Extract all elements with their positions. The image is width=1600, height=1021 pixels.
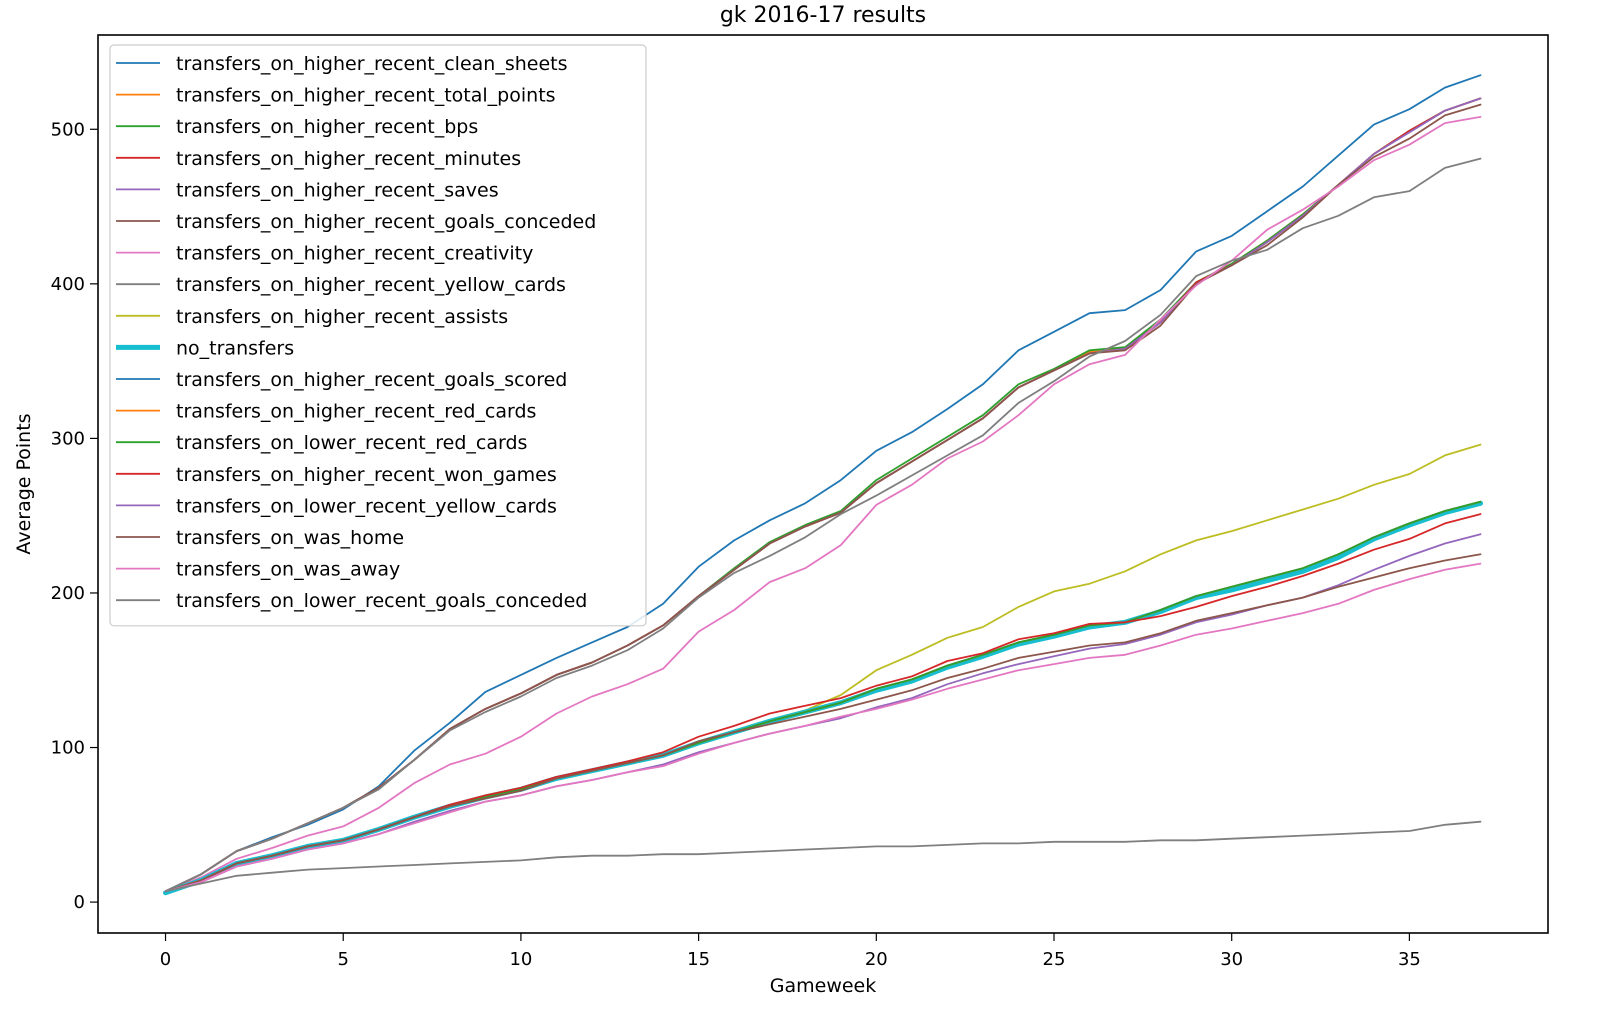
- series-line-transfers-on-higher-recent-clean-sheets: [164, 74, 1482, 893]
- x-axis-label: Gameweek: [770, 975, 877, 997]
- series-lines: [163, 74, 1483, 896]
- series-line-transfers-on-lower-recent-goals-conceded: [164, 820, 1482, 893]
- legend-label-transfers-on-was-away: transfers_on_was_away: [176, 559, 400, 581]
- y-axis: 0 100 200 300 400 500: [51, 119, 98, 913]
- x-tick-label: 35: [1398, 949, 1421, 970]
- y-tick-label: 0: [74, 892, 85, 913]
- y-tick-label: 200: [51, 583, 85, 604]
- legend-label-transfers-on-lower-recent-yellow-cards: transfers_on_lower_recent_yellow_cards: [176, 495, 557, 517]
- plot-frame: [97, 34, 1549, 934]
- legend-label-transfers-on-higher-recent-red-cards: transfers_on_higher_recent_red_cards: [176, 401, 536, 423]
- legend-label-transfers-on-higher-recent-won-games: transfers_on_higher_recent_won_games: [176, 464, 557, 486]
- chart-title: gk 2016-17 results: [720, 3, 926, 28]
- legend-label-transfers-on-higher-recent-yellow-cards: transfers_on_higher_recent_yellow_cards: [176, 274, 566, 296]
- legend-label-transfers-on-higher-recent-goals-conceded: transfers_on_higher_recent_goals_concede…: [176, 211, 596, 233]
- y-axis-label: Average Points: [13, 413, 35, 554]
- legend-label-transfers-on-higher-recent-minutes: transfers_on_higher_recent_minutes: [176, 148, 521, 170]
- y-tick-label: 400: [51, 274, 85, 295]
- legend: transfers_on_higher_recent_clean_sheetst…: [109, 44, 647, 627]
- legend-label-transfers-on-higher-recent-assists: transfers_on_higher_recent_assists: [176, 306, 508, 328]
- x-tick-label: 0: [160, 949, 171, 970]
- x-tick-label: 5: [337, 949, 348, 970]
- y-tick-label: 500: [51, 119, 85, 140]
- legend-label-transfers-on-higher-recent-goals-scored: transfers_on_higher_recent_goals_scored: [176, 369, 567, 391]
- legend-label-transfers-on-lower-recent-red-cards: transfers_on_lower_recent_red_cards: [176, 432, 527, 454]
- y-tick-label: 100: [51, 738, 85, 759]
- series-line-transfers-on-higher-recent-yellow-cards: [164, 157, 1482, 893]
- x-axis: 0 5 10 15 20 25 30 35: [160, 933, 1421, 970]
- x-tick-label: 25: [1043, 949, 1066, 970]
- legend-label-no-transfers: no_transfers: [176, 337, 294, 359]
- legend-label-transfers-on-lower-recent-goals-conceded: transfers_on_lower_recent_goals_conceded: [176, 590, 587, 612]
- legend-label-transfers-on-higher-recent-total-points: transfers_on_higher_recent_total_points: [176, 85, 556, 107]
- legend-label-transfers-on-was-home: transfers_on_was_home: [176, 527, 404, 549]
- legend-label-transfers-on-higher-recent-saves: transfers_on_higher_recent_saves: [176, 179, 499, 201]
- y-tick-label: 300: [51, 428, 85, 449]
- series-line-transfers-on-higher-recent-goals-conceded: [164, 103, 1482, 893]
- series-line-transfers-on-higher-recent-creativity: [164, 116, 1482, 893]
- legend-label-transfers-on-higher-recent-creativity: transfers_on_higher_recent_creativity: [176, 243, 533, 265]
- series-line-transfers-on-was-home: [164, 553, 1482, 893]
- legend-label-transfers-on-higher-recent-clean-sheets: transfers_on_higher_recent_clean_sheets: [176, 53, 568, 75]
- legend-label-transfers-on-higher-recent-bps: transfers_on_higher_recent_bps: [176, 116, 478, 138]
- legend-box: [109, 44, 647, 627]
- x-tick-label: 20: [865, 949, 888, 970]
- x-tick-label: 30: [1220, 949, 1243, 970]
- x-tick-label: 10: [509, 949, 532, 970]
- x-tick-label: 15: [687, 949, 710, 970]
- series-line-transfers-on-was-away: [164, 562, 1482, 893]
